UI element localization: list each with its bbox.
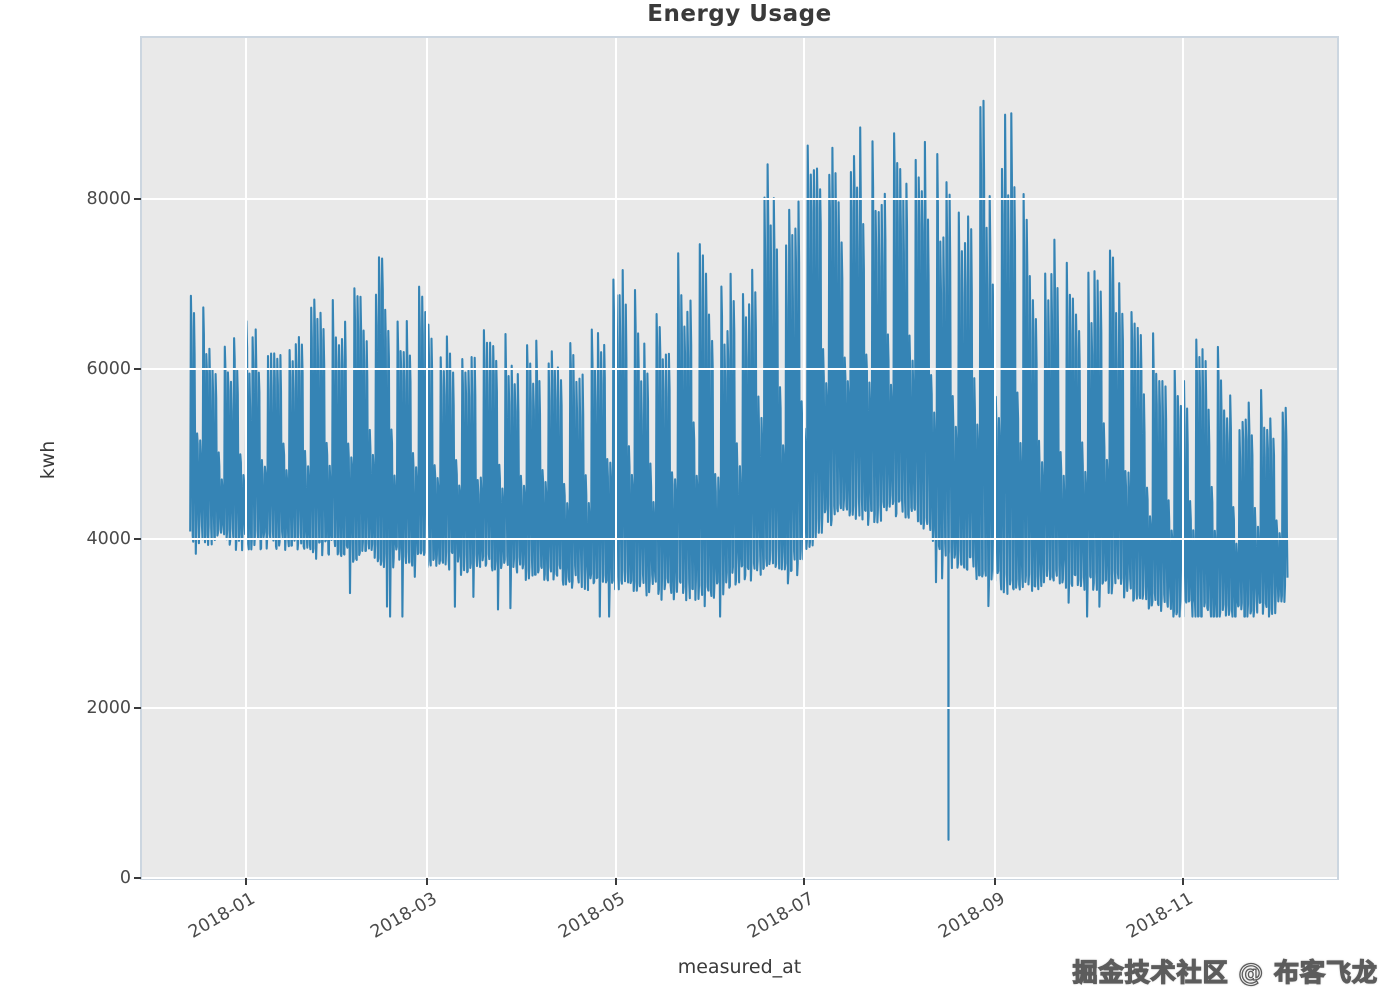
x-tick-label: 2018-09	[935, 888, 1009, 943]
energy-series-line	[189, 99, 1289, 841]
y-tick-label: 2000	[86, 698, 131, 719]
h-gridline	[142, 537, 1337, 540]
x-tick-label: 2018-07	[743, 888, 818, 943]
x-tick-mark	[614, 878, 617, 885]
y-tick-mark	[134, 877, 141, 879]
y-axis-label: kwh	[37, 440, 59, 480]
x-tick-label: 2018-03	[367, 888, 441, 943]
v-gridline	[426, 38, 429, 878]
x-tick-label: 2018-11	[1123, 888, 1197, 943]
v-gridline	[993, 38, 996, 878]
h-gridline	[142, 367, 1337, 370]
v-gridline	[614, 38, 617, 878]
x-tick-label: 2018-05	[555, 888, 630, 943]
x-axis-label: measured_at	[677, 956, 802, 978]
chart-title: Energy Usage	[647, 1, 832, 27]
x-tick-mark	[993, 878, 996, 885]
y-tick-mark	[134, 198, 141, 200]
kwh-series-path	[189, 99, 1289, 841]
y-tick-label: 4000	[86, 528, 131, 549]
plot-area	[140, 36, 1339, 880]
watermark: 掘金技术社区 @ 布客飞龙	[1072, 957, 1378, 987]
x-tick-mark	[244, 878, 247, 885]
y-tick-label: 8000	[86, 189, 131, 209]
x-tick-mark	[1182, 878, 1185, 885]
v-gridline	[802, 38, 805, 878]
h-gridline	[142, 877, 1337, 879]
v-gridline	[1182, 38, 1185, 878]
y-tick-mark	[134, 537, 141, 540]
h-gridline	[142, 707, 1337, 710]
y-tick-label: 6000	[86, 358, 131, 379]
x-tick-mark	[802, 878, 805, 885]
y-tick-mark	[134, 367, 141, 370]
x-tick-mark	[426, 878, 429, 885]
h-gridline	[142, 198, 1337, 200]
y-tick-mark	[134, 707, 141, 710]
v-gridline	[244, 38, 247, 878]
y-tick-label: 0	[119, 868, 131, 888]
x-tick-label: 2018-01	[185, 888, 260, 943]
